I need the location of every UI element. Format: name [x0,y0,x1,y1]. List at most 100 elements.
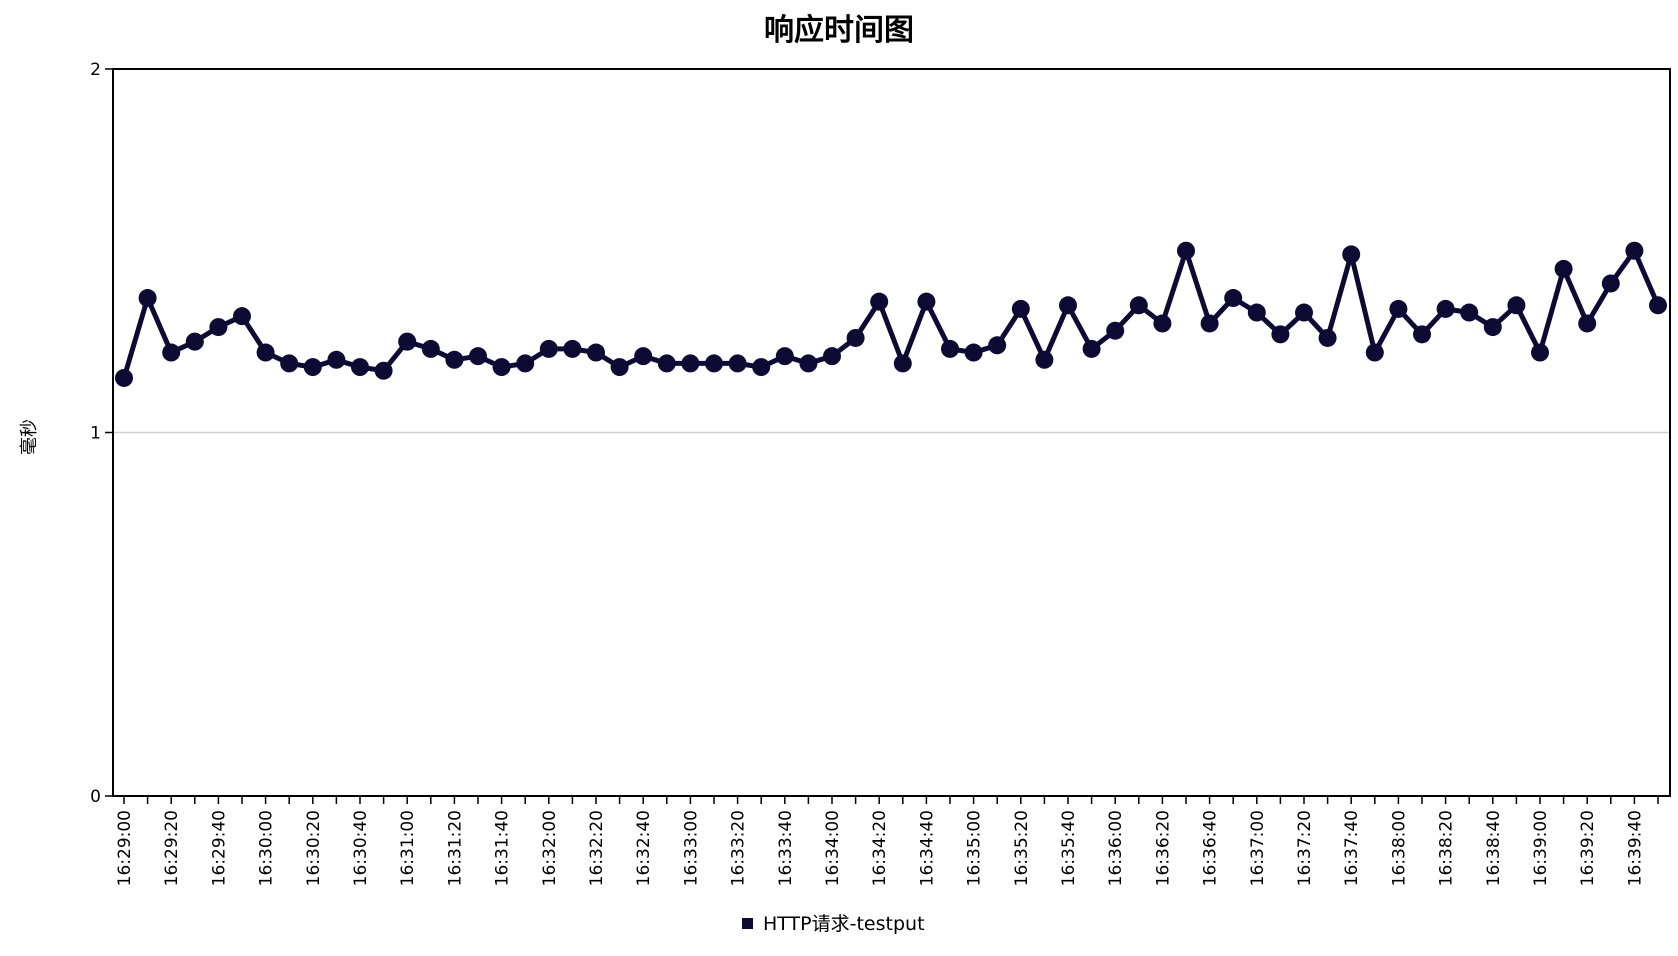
data-point [587,343,605,362]
data-point [728,354,747,373]
series-line [121,248,1661,379]
x-tick-label: 16:30:20 [304,810,324,886]
data-point [1649,296,1667,315]
data-point [469,347,487,366]
data-point [233,307,251,326]
x-tick-label: 16:35:20 [1012,810,1032,886]
data-point [1342,245,1361,264]
data-point [1601,274,1620,293]
data-point [1554,259,1573,278]
x-tick-label: 16:30:40 [351,810,371,886]
data-point [1271,325,1290,344]
y-tick-label: 1 [90,424,101,444]
x-tick-label: 16:33:20 [729,810,749,886]
data-point [1460,303,1479,322]
data-point [1035,350,1054,369]
data-point [1200,314,1219,333]
x-tick-label: 16:34:20 [870,810,890,886]
series-layer [115,241,1667,387]
data-point [1011,299,1030,318]
data-point [256,343,275,362]
x-tick-label: 16:30:00 [257,810,277,886]
data-point [351,358,369,377]
data-point [516,354,535,373]
x-tick-label: 16:31:40 [493,810,513,886]
data-point [1413,325,1431,344]
y-tick-label: 0 [90,787,101,807]
x-tick-label: 16:39:40 [1625,810,1645,886]
data-point [209,318,228,337]
data-point [1059,296,1077,315]
data-point [398,332,417,351]
data-point [1177,241,1195,260]
x-tick-label: 16:34:40 [917,810,937,886]
plot-frame [112,68,1671,797]
data-point [610,358,629,377]
x-tick-label: 16:29:40 [209,810,229,886]
data-point [563,339,582,358]
x-tick-label: 16:34:00 [823,810,843,886]
data-point [115,368,133,387]
data-point [162,343,181,362]
x-tick-label: 16:37:20 [1295,810,1315,886]
data-point [775,347,794,366]
x-tick-label: 16:35:40 [1059,810,1079,886]
x-tick-label: 16:29:00 [115,810,135,886]
axes: 0 1 2 16:29:00 16:29:20 16:29:40 16:30:00 16:30… [90,60,1671,886]
data-point [327,350,346,369]
data-point [964,343,983,362]
y-axis-title: 毫秒 [19,419,40,455]
data-point [1578,314,1597,333]
data-point [681,354,700,373]
legend-label: HTTP请求-testput [763,913,925,935]
data-point [705,354,723,373]
data-point [1247,303,1266,322]
data-point [657,354,676,373]
data-point [445,350,464,369]
data-point [1625,241,1644,260]
data-point [1389,299,1408,318]
legend: HTTP请求-testput [742,913,925,935]
data-point [1295,303,1313,322]
data-point [421,339,440,358]
x-tick-label: 16:31:00 [398,810,418,886]
x-tick-label: 16:36:40 [1201,810,1221,886]
x-tick-label: 16:32:20 [587,810,607,886]
data-point [138,289,157,308]
data-point [1106,321,1125,340]
data-point [303,358,322,377]
data-point [988,336,1007,355]
data-point [846,328,865,347]
data-point [752,358,771,377]
data-point [1483,318,1502,337]
data-point [941,339,959,358]
x-tick-label: 16:33:00 [681,810,701,886]
x-tick-label: 16:36:00 [1106,810,1126,886]
x-tick-label: 16:37:40 [1342,810,1362,886]
data-point [1365,343,1384,362]
data-point [1531,343,1549,362]
data-point [1318,328,1337,347]
data-point [823,347,841,366]
x-tick-label: 16:32:00 [540,810,560,886]
data-point [185,332,204,351]
x-tick-label: 16:39:20 [1578,810,1598,886]
data-point [1507,296,1526,315]
x-tick-label: 16:38:20 [1437,810,1457,886]
chart-title: 响应时间图 [764,13,914,48]
x-tick-label: 16:32:40 [634,810,654,886]
x-tick-label: 16:36:20 [1153,810,1173,886]
x-tick-label: 16:33:40 [776,810,796,886]
x-tick-label: 16:31:20 [445,810,465,886]
x-tick-label: 16:37:00 [1248,810,1268,886]
data-point [1436,299,1455,318]
data-point [870,292,889,311]
data-point [893,354,912,373]
data-point [917,292,936,311]
data-point [539,339,558,358]
data-point [1224,289,1243,308]
y-tick-label: 2 [90,60,101,80]
x-tick-label: 16:38:00 [1389,810,1409,886]
data-point [1153,314,1172,333]
